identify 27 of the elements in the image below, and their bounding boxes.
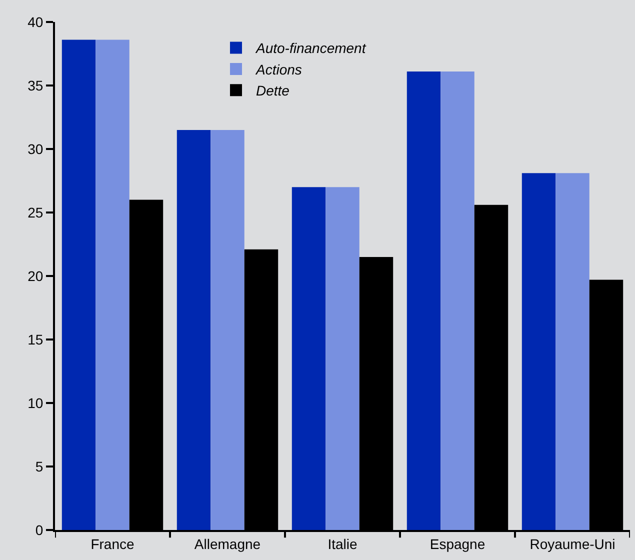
x-tick-label: Royaume-Uni bbox=[530, 536, 616, 552]
y-tick-label: 35 bbox=[28, 77, 44, 94]
bar bbox=[326, 187, 360, 530]
bar bbox=[556, 173, 590, 530]
bar bbox=[522, 173, 556, 530]
y-tick-label: 15 bbox=[28, 331, 44, 348]
bar bbox=[96, 40, 130, 530]
y-tick-label: 5 bbox=[35, 458, 44, 474]
bar bbox=[440, 72, 474, 530]
x-tick-label: Allemagne bbox=[194, 536, 261, 552]
bar bbox=[292, 187, 326, 530]
legend-label: Dette bbox=[256, 82, 290, 99]
legend-label: Auto-financement bbox=[255, 40, 367, 56]
bar bbox=[176, 130, 211, 530]
y-tick-label: 40 bbox=[28, 14, 44, 30]
y-tick-label: 20 bbox=[28, 268, 44, 284]
y-tick-label: 30 bbox=[28, 140, 44, 157]
bar bbox=[210, 130, 244, 530]
y-tick-label: 25 bbox=[28, 204, 44, 220]
x-tick-label: France bbox=[90, 536, 134, 552]
x-tick-label: Espagne bbox=[430, 536, 486, 552]
x-tick-label: Italie bbox=[328, 536, 358, 552]
y-tick-label: 10 bbox=[28, 394, 44, 411]
bar bbox=[62, 40, 96, 530]
bar bbox=[406, 72, 441, 530]
y-tick-label: 0 bbox=[35, 522, 44, 538]
legend-label: Actions bbox=[255, 61, 302, 78]
